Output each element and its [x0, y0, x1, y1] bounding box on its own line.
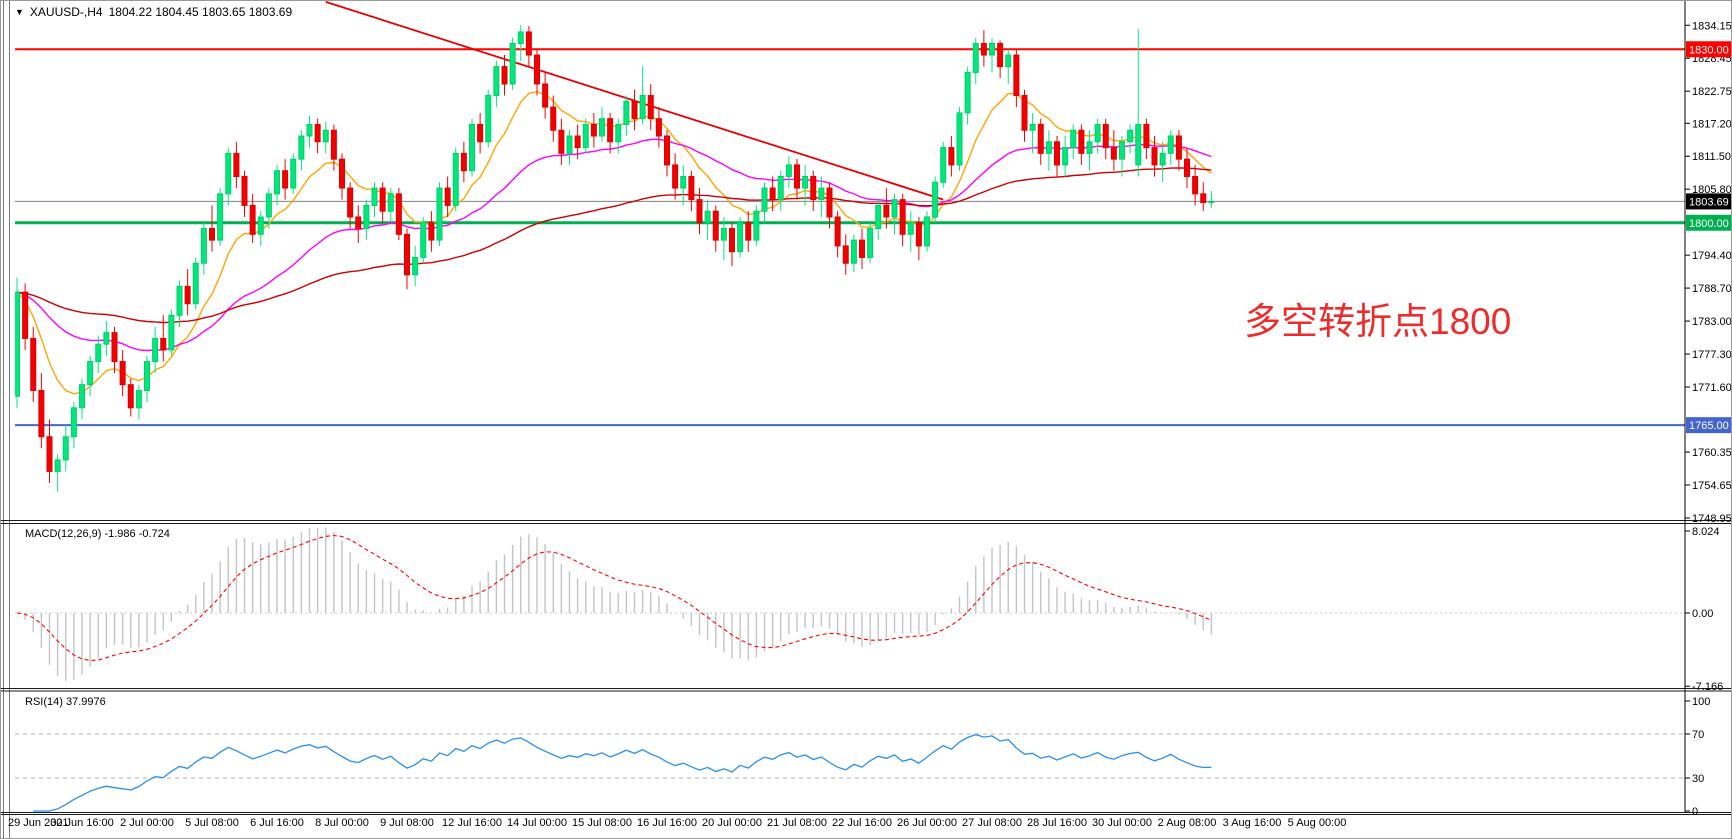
chart-title-bar: ▼ XAUUSD-,H4 1804.22 1804.45 1803.65 180… — [15, 5, 292, 19]
price-badge-label: 1800.00 — [1689, 218, 1729, 230]
price-tick-label: 1834.15 — [1692, 20, 1732, 32]
time-axis-label: 22 Jul 16:00 — [832, 817, 892, 829]
macd-tick-label: -7.166 — [1692, 681, 1723, 693]
price-tick-label: 1777.30 — [1692, 349, 1732, 361]
price-tick-label: 1811.50 — [1692, 151, 1731, 163]
price-badge-1765.00 — [1686, 417, 1731, 434]
time-axis-label: 21 Jul 08:00 — [767, 817, 827, 829]
price-badge-label: 1830.00 — [1689, 44, 1729, 56]
rsi-tick-label: 0 — [1692, 806, 1698, 818]
macd-signal-line — [16, 534, 1212, 662]
price-badge-1830.00 — [1686, 41, 1731, 58]
time-axis-label: 2 Jul 00:00 — [120, 817, 174, 829]
price-tick-label: 1754.65 — [1692, 480, 1732, 492]
rsi-tick-label: 30 — [1692, 773, 1704, 785]
price-tick-label: 1794.40 — [1692, 250, 1732, 262]
time-axis-label: 12 Jul 16:00 — [442, 817, 502, 829]
macd-tick-label: 0.00 — [1692, 608, 1713, 620]
macd-indicator-label: MACD(12,26,9) -1.986 -0.724 — [25, 528, 170, 540]
time-axis-label: 15 Jul 08:00 — [572, 817, 632, 829]
price-tick-label: 1822.75 — [1692, 86, 1732, 98]
price-badge-label: 1765.00 — [1689, 420, 1729, 432]
price-tick-label: 1783.00 — [1692, 316, 1732, 328]
chart-text-annotation[interactable]: 多空转折点1800 — [1244, 301, 1512, 342]
price-tick-label: 1817.20 — [1692, 118, 1732, 130]
window-left-border — [3, 1, 4, 838]
price-badge-1803.69 — [1686, 193, 1731, 210]
price-tick-label: 1805.80 — [1692, 184, 1732, 196]
ma-fast-orange — [16, 90, 1212, 395]
symbol-dropdown-icon[interactable]: ▼ — [15, 7, 24, 17]
ma-mid-magenta — [16, 138, 1212, 352]
time-axis-label: 20 Jul 00:00 — [702, 817, 762, 829]
rsi-tick-label: 100 — [1692, 696, 1710, 708]
time-axis-label: 27 Jul 08:00 — [962, 817, 1022, 829]
time-axis-label: 8 Jul 00:00 — [315, 817, 369, 829]
price-tick-label: 1788.70 — [1692, 283, 1732, 295]
rsi-line — [33, 733, 1212, 812]
time-axis-label: 9 Jul 08:00 — [380, 817, 434, 829]
ohlc-quote-label: 1804.22 1804.45 1803.65 1803.69 — [108, 5, 293, 19]
time-axis-label: 2 Aug 08:00 — [1158, 817, 1217, 829]
ma-slow-red — [16, 167, 1212, 324]
macd-histogram — [24, 527, 1213, 681]
price-badge-label: 1803.69 — [1689, 196, 1729, 208]
window-left-border-inner — [9, 1, 10, 838]
time-axis-label: 5 Aug 00:00 — [1288, 817, 1347, 829]
time-axis-label: 3 Aug 16:00 — [1223, 817, 1282, 829]
time-axis-label: 30 Jun 16:00 — [50, 817, 114, 829]
time-axis-label: 29 Jun 2021 — [8, 817, 69, 829]
time-axis-label: 30 Jul 00:00 — [1092, 817, 1152, 829]
time-axis-label: 6 Jul 16:00 — [250, 817, 304, 829]
rsi-indicator-label: RSI(14) 37.9976 — [25, 696, 106, 708]
macd-tick-label: 8.024 — [1692, 526, 1720, 538]
price-tick-label: 1760.35 — [1692, 447, 1732, 459]
candlestick-series — [15, 24, 1215, 492]
price-badge-1800.00 — [1686, 214, 1731, 231]
price-tick-label: 1748.95 — [1692, 513, 1732, 525]
price-tick-label: 1771.60 — [1692, 382, 1732, 394]
symbol-timeframe-label: XAUUSD-,H4 — [29, 5, 103, 19]
time-axis-label: 26 Jul 00:00 — [897, 817, 957, 829]
time-axis-label: 5 Jul 08:00 — [185, 817, 239, 829]
time-axis-label: 14 Jul 00:00 — [507, 817, 567, 829]
time-axis-label: 16 Jul 16:00 — [637, 817, 697, 829]
time-axis-label: 28 Jul 16:00 — [1027, 817, 1087, 829]
rsi-tick-label: 70 — [1692, 729, 1704, 741]
